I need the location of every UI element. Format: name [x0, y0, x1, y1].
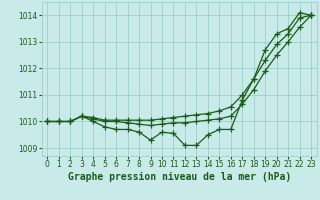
- X-axis label: Graphe pression niveau de la mer (hPa): Graphe pression niveau de la mer (hPa): [68, 172, 291, 182]
